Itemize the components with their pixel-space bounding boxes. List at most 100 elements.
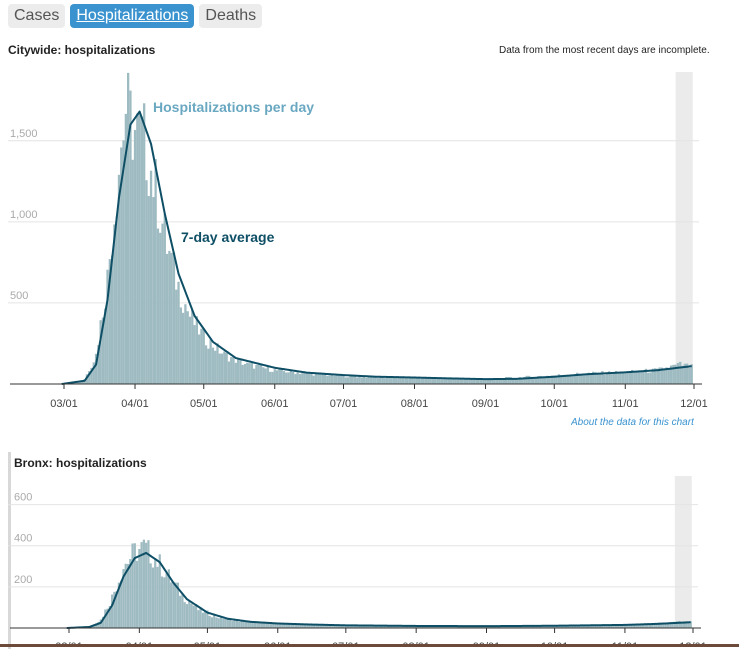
daily-bar [273, 369, 276, 384]
x-tick-label: 05/01 [190, 398, 218, 410]
daily-bar [360, 377, 363, 384]
x-tick-label: 06/01 [264, 641, 292, 646]
daily-bar [353, 625, 357, 628]
tab-cases[interactable]: Cases [8, 4, 66, 28]
daily-bar [126, 72, 130, 384]
daily-bar [120, 147, 123, 384]
daily-bar [251, 621, 254, 628]
daily-bar [594, 372, 597, 384]
daily-bar [351, 375, 354, 384]
daily-bar [177, 281, 180, 384]
daily-bar [176, 582, 180, 628]
daily-bar [129, 90, 132, 385]
daily-bar [433, 626, 436, 628]
daily-bar [269, 622, 273, 628]
daily-bar [663, 369, 666, 384]
daily-bar [179, 307, 182, 384]
daily-bar [133, 543, 136, 628]
daily-bar [301, 373, 304, 384]
daily-bar [619, 624, 622, 628]
daily-bar [188, 601, 191, 628]
daily-bar [331, 625, 334, 628]
daily-bar [559, 375, 563, 384]
daily-bar [571, 375, 574, 384]
daily-bar [340, 625, 343, 628]
daily-bar [601, 371, 604, 384]
daily-bar [158, 554, 161, 628]
daily-bar [319, 624, 322, 628]
daily-bar [88, 371, 91, 384]
daily-bar [630, 623, 633, 628]
daily-bar [422, 377, 425, 384]
daily-bar [378, 377, 382, 384]
daily-bar [535, 625, 538, 628]
daily-bar [371, 625, 375, 628]
daily-bar [297, 624, 300, 628]
daily-bar [426, 626, 429, 628]
daily-bar [257, 364, 260, 384]
daily-bar [376, 378, 380, 384]
daily-bar [181, 593, 184, 628]
daily-bar [421, 626, 425, 628]
daily-bar [690, 364, 693, 384]
tab-hospitalizations[interactable]: Hospitalizations [70, 4, 195, 28]
daily-bar [78, 380, 82, 384]
daily-bar [131, 543, 134, 628]
bronx-panel-border [8, 452, 11, 649]
daily-bar [598, 373, 602, 384]
daily-bar [314, 373, 318, 384]
daily-bar [523, 376, 526, 384]
daily-bar [76, 381, 79, 384]
daily-bar [163, 577, 166, 628]
daily-bar [578, 625, 581, 628]
daily-bar [294, 624, 298, 628]
daily-bar [226, 617, 229, 628]
daily-bar [356, 625, 359, 628]
x-tick-label: 05/01 [194, 641, 222, 646]
daily-bar [479, 379, 483, 384]
daily-bar [687, 622, 690, 628]
daily-bar [689, 621, 692, 628]
daily-bar [120, 580, 123, 628]
daily-bar [291, 371, 295, 384]
daily-bar [140, 116, 144, 384]
daily-bar [191, 309, 194, 384]
daily-bar [358, 625, 361, 628]
daily-bar [430, 625, 434, 628]
daily-bar [372, 377, 375, 384]
citywide-chart-title: Citywide: hospitalizations [8, 43, 156, 57]
about-data-link[interactable]: About the data for this chart [571, 417, 694, 426]
daily-bar [484, 379, 487, 384]
tab-deaths[interactable]: Deaths [199, 4, 263, 28]
daily-bar [514, 378, 517, 384]
daily-bar [408, 377, 412, 384]
daily-bar [397, 376, 400, 384]
daily-bar [227, 361, 231, 384]
daily-bar [216, 343, 219, 384]
daily-bar [321, 374, 325, 384]
daily-bar [463, 379, 467, 384]
daily-bar [635, 371, 638, 384]
daily-bar [351, 625, 354, 628]
daily-bar [342, 374, 345, 384]
daily-bar [564, 625, 568, 628]
daily-bar [285, 372, 288, 384]
daily-bar [413, 377, 416, 384]
daily-bar [179, 595, 182, 628]
daily-bar [312, 375, 315, 384]
daily-bar [456, 378, 460, 384]
daily-bar [317, 372, 320, 384]
daily-bar [292, 623, 295, 628]
daily-bar [464, 626, 468, 628]
daily-bar [569, 375, 572, 384]
daily-bar [452, 378, 455, 384]
daily-bars [65, 72, 693, 385]
daily-bar [266, 366, 270, 384]
daily-bar [337, 624, 341, 628]
daily-bar [147, 540, 150, 628]
daily-bar [394, 625, 397, 628]
daily-bar [344, 377, 347, 384]
daily-bar [539, 375, 542, 384]
x-tick-label: 08/01 [401, 398, 429, 410]
daily-bar [424, 378, 428, 384]
